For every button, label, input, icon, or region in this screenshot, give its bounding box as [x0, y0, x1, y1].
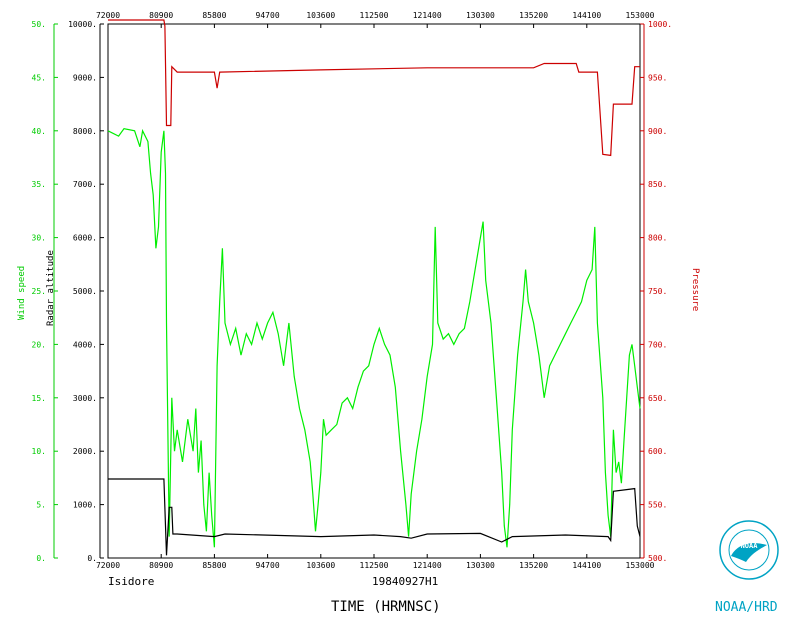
x-tick-label-bottom: 85800: [202, 561, 226, 570]
radar-altitude-axis-label: Radar altitude: [46, 250, 56, 326]
pressure-tick-label: 650.: [648, 394, 667, 403]
pressure-tick-label: 950.: [648, 73, 667, 82]
x-tick-label-bottom: 103600: [306, 561, 335, 570]
x-tick-label-bottom: 121400: [413, 561, 442, 570]
wind-speed-tick-label: 40.: [32, 127, 46, 136]
noaa-logo: NOAA: [719, 520, 779, 580]
pressure-line: [108, 19, 640, 157]
x-tick-label-bottom: 135200: [519, 561, 548, 570]
x-tick-label-top: 112500: [360, 11, 389, 20]
x-axis-label: TIME (HRMNSC): [331, 599, 441, 615]
x-tick-label-top: 153000: [626, 11, 655, 20]
pressure-tick-label: 700.: [648, 340, 667, 349]
axes: [53, 23, 645, 559]
noaa-bird-icon: [731, 543, 767, 562]
x-tick-label-bottom: 80900: [149, 561, 173, 570]
radar-altitude-tick-label: 9000.: [73, 73, 97, 82]
pressure-tick-label: 800.: [648, 234, 667, 243]
radar-altitude-tick-label: 6000.: [73, 234, 97, 243]
pressure-tick-label: 900.: [648, 127, 667, 136]
radar-altitude-tick-label: 7000.: [73, 180, 97, 189]
wind-speed-tick-label: 50.: [32, 20, 46, 29]
x-tick-label-bottom: 144100: [572, 561, 601, 570]
x-tick-label-top: 121400: [413, 11, 442, 20]
pressure-axis-label: Pressure: [690, 268, 700, 311]
x-tick-label-bottom: 94700: [256, 561, 280, 570]
noaa-seal-inner: [728, 529, 770, 571]
radar-altitude-tick-label: 3000.: [73, 394, 97, 403]
pressure-tick-label: 550.: [648, 501, 667, 510]
x-tick-label-top: 72000: [96, 11, 120, 20]
wind-speed-tick-label: 25.: [32, 287, 46, 296]
radar-altitude-line: [108, 478, 641, 556]
storm-name: Isidore: [108, 575, 154, 588]
x-tick-label-top: 130300: [466, 11, 495, 20]
flight-id: 19840927H1: [372, 575, 438, 588]
wind-speed-tick-label: 5.: [36, 501, 46, 510]
pressure-tick-label: 600.: [648, 447, 667, 456]
wind-speed-axis-label: Wind speed: [17, 266, 27, 320]
x-tick-label-bottom: 130300: [466, 561, 495, 570]
x-tick-label-bottom: 112500: [360, 561, 389, 570]
x-tick-label-top: 94700: [256, 11, 280, 20]
x-tick-label-top: 80900: [149, 11, 173, 20]
labels-layer: 0. 5. 10. 15. 20. 25. 30. 35. 40. 45. 50. 0. 1000. 20…: [32, 11, 673, 570]
pressure-tick-label: 750.: [648, 287, 667, 296]
x-tick-label-bottom: 72000: [96, 561, 120, 570]
wind-speed-tick-label: 35.: [32, 180, 46, 189]
noaa-seal-outer: [719, 520, 779, 580]
wind-speed-tick-label: 10.: [32, 447, 46, 456]
noaa-seal-text: NOAA: [741, 542, 759, 550]
series-layer: [107, 19, 641, 556]
wind-speed-tick-label: 45.: [32, 73, 46, 82]
radar-altitude-tick-label: 4000.: [73, 340, 97, 349]
wind-speed-tick-label: 20.: [32, 340, 46, 349]
wind-speed-tick-label: 15.: [32, 394, 46, 403]
radar-altitude-tick-label: 0.: [87, 554, 97, 563]
x-tick-label-bottom: 153000: [626, 561, 655, 570]
pressure-tick-label: 500.: [648, 554, 667, 563]
pressure-tick-label: 1000.: [648, 20, 672, 29]
wind-speed-tick-label: 0.: [36, 554, 46, 563]
noaa-hrd-label: NOAA/HRD: [715, 600, 778, 615]
radar-altitude-tick-label: 2000.: [73, 447, 97, 456]
x-tick-label-top: 103600: [306, 11, 335, 20]
plot-frame: [107, 23, 641, 559]
x-tick-label-top: 144100: [572, 11, 601, 20]
radar-altitude-tick-label: 8000.: [73, 127, 97, 136]
radar-altitude-tick-label: 5000.: [73, 287, 97, 296]
wind-speed-line: [107, 128, 641, 548]
x-tick-label-top: 85800: [202, 11, 226, 20]
radar-altitude-tick-label: 10000.: [68, 20, 97, 29]
pressure-tick-label: 850.: [648, 180, 667, 189]
wind-speed-tick-label: 30.: [32, 234, 46, 243]
radar-altitude-tick-label: 1000.: [73, 501, 97, 510]
x-tick-label-top: 135200: [519, 11, 548, 20]
